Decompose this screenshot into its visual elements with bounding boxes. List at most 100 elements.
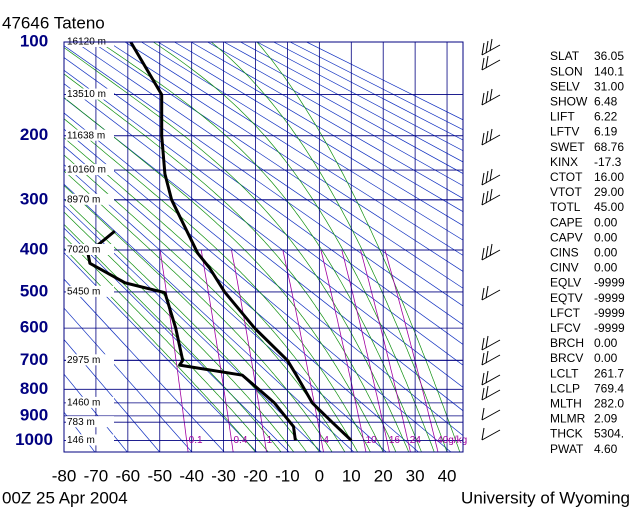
wind-barb-flag <box>489 128 493 142</box>
wind-barb-staff <box>481 354 501 366</box>
index-value: 2.09 <box>594 412 618 426</box>
index-name: MLMR <box>550 412 586 426</box>
index-name: CTOT <box>550 170 583 184</box>
moist-adiabat <box>256 42 461 452</box>
wind-barb-staff <box>481 429 501 441</box>
wind-barb-flag <box>481 352 485 366</box>
y-tick-label: 400 <box>20 239 48 258</box>
index-name: CINS <box>550 245 579 259</box>
index-name: CAPE <box>550 215 583 229</box>
index-name: LFTV <box>550 125 579 139</box>
dry-adiabat <box>108 42 463 272</box>
index-value: 0.00 <box>594 215 618 229</box>
dry-adiabat <box>64 83 463 388</box>
dry-adiabat <box>157 42 463 226</box>
wind-barb-staff <box>481 174 501 186</box>
height-label: 7020 m <box>67 245 100 256</box>
height-label: 13510 m <box>67 89 106 100</box>
source-credit: University of Wyoming <box>461 488 630 507</box>
height-label-bg <box>66 285 114 297</box>
x-tick-label: -10 <box>275 466 300 485</box>
index-value: -9999 <box>594 276 625 290</box>
profiles <box>86 42 353 442</box>
index-name: LFCV <box>550 321 581 335</box>
wind-barb-staff <box>481 249 501 261</box>
height-label: 2975 m <box>67 355 100 366</box>
dry-adiabat <box>273 42 463 141</box>
index-name: CAPV <box>550 230 583 244</box>
wind-barb-flag <box>485 40 489 54</box>
mixing-ratio-label: 10 <box>366 435 378 446</box>
chart-title: 47646 Tateno <box>2 13 105 32</box>
index-name: LCLT <box>550 366 579 380</box>
mixing-ratio-label: 0.4 <box>233 435 247 446</box>
index-value: 140.1 <box>594 64 624 78</box>
dry-adiabat <box>64 145 419 452</box>
index-value: 6.22 <box>594 110 618 124</box>
x-tick-label: -70 <box>84 466 109 485</box>
index-value: 0.00 <box>594 245 618 259</box>
height-label: 5450 m <box>67 287 100 298</box>
mixing-ratio-line <box>231 249 267 452</box>
wind-barb-staff <box>481 289 501 301</box>
dry-adiabat <box>174 42 463 213</box>
y-tick-label: 800 <box>20 379 48 398</box>
index-name: SWET <box>550 140 585 154</box>
index-name: PWAT <box>550 442 584 456</box>
wind-barb-flag <box>485 350 489 364</box>
y-tick-label: 500 <box>20 281 48 300</box>
index-name: MLTH <box>550 396 582 410</box>
dry-adiabat <box>64 307 193 452</box>
wind-barb-flag <box>485 245 489 259</box>
height-label-bg <box>66 129 114 141</box>
dry-adiabat <box>306 42 463 121</box>
moist-adiabat <box>64 47 410 452</box>
moist-adiabat <box>210 42 448 452</box>
wind-barb-staff <box>481 194 501 206</box>
wind-barb-flag <box>481 407 485 421</box>
x-tick-label: 0 <box>315 466 324 485</box>
index-name: LIFT <box>550 110 575 124</box>
index-name: LFCT <box>550 306 581 320</box>
dry-adiabat <box>64 112 463 437</box>
y-tick-label: 200 <box>20 125 48 144</box>
x-tick-label: 10 <box>342 466 361 485</box>
height-label-bg <box>66 88 114 100</box>
y-tick-label: 300 <box>20 189 48 208</box>
moist-adiabat <box>64 73 397 452</box>
x-tick-label: 20 <box>374 466 393 485</box>
height-label-bg <box>66 416 114 428</box>
index-value: -9999 <box>594 321 625 335</box>
x-tick-label: -80 <box>52 466 77 485</box>
wind-barb-flag <box>481 132 485 146</box>
wind-barb-flag <box>481 42 485 56</box>
height-label: 11638 m <box>67 130 105 141</box>
dry-adiabat <box>223 42 463 174</box>
y-tick-label: 100 <box>20 31 48 50</box>
moist-adiabat <box>64 235 269 452</box>
height-label-bg <box>66 396 114 408</box>
index-value: 6.48 <box>594 94 618 108</box>
index-name: VTOT <box>550 185 582 199</box>
dry-adiabat <box>64 278 225 452</box>
wind-barb-staff <box>481 409 501 421</box>
x-tick-label: -50 <box>147 466 172 485</box>
sounding-line <box>129 42 353 442</box>
mixing-ratio-label: 24 <box>410 435 422 446</box>
index-value: 16.00 <box>594 170 624 184</box>
dry-adiabat <box>64 128 452 452</box>
dry-adiabat <box>190 42 463 199</box>
index-name: CINV <box>550 261 579 275</box>
wind-barb-flag <box>489 88 493 102</box>
height-label-bg <box>66 244 114 256</box>
index-value: -9999 <box>594 306 625 320</box>
index-name: EQLV <box>550 276 581 290</box>
wind-barb-flag <box>489 243 493 257</box>
mixing-ratio-line <box>320 249 367 452</box>
y-tick-label: 700 <box>20 350 48 369</box>
height-label: 146 m <box>67 435 95 446</box>
dry-adiabat <box>64 164 387 452</box>
index-value: 29.00 <box>594 185 624 199</box>
wind-barb-flag <box>485 170 489 184</box>
wind-barb-flag <box>481 57 485 71</box>
